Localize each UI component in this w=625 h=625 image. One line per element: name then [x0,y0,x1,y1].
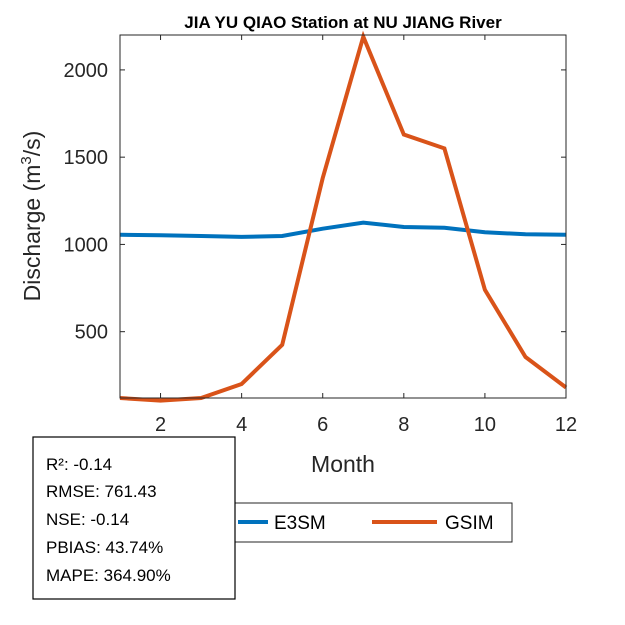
x-tick-label-2: 2 [155,414,166,436]
legend: E3SM GSIM [231,502,513,543]
y-axis-tick-labels: 500 1000 1500 2000 [64,60,109,344]
legend-label-e3sm: E3SM [274,513,326,534]
metrics-annotation-box: R²: -0.14 RMSE: 761.43 NSE: -0.14 PBIAS:… [32,436,236,600]
chart-title: JIA YU QIAO Station at NU JIANG River [184,13,502,32]
y-axis-label-superscript: 3 [18,156,35,164]
y-tick-label-500: 500 [75,322,108,344]
metric-nse: NSE: -0.14 [46,510,129,529]
metric-pbias: PBIAS: 43.74% [46,538,163,557]
y-tick-label-2000: 2000 [64,60,109,82]
plot-frame [119,34,567,399]
legend-label-gsim: GSIM [445,513,494,534]
metric-mape: MAPE: 364.90% [46,566,171,585]
x-axis-tick-labels: 2 4 6 8 10 12 [155,414,577,436]
y-tick-label-1500: 1500 [64,147,109,169]
x-tick-label-10: 10 [474,414,496,436]
x-tick-label-4: 4 [236,414,247,436]
metric-r2: R²: -0.14 [46,455,112,474]
y-axis-label-main: Discharge (m [19,165,45,302]
x-axis-label: Month [311,451,375,477]
plot-area [119,30,568,403]
y-axis-label-tail: /s) [19,131,45,157]
x-tick-label-6: 6 [317,414,328,436]
y-axis-label: Discharge (m3/s) [18,131,45,302]
series-line-e3sm [119,220,567,239]
metrics-box-frame [32,436,236,600]
metric-rmse: RMSE: 761.43 [46,482,157,501]
x-tick-label-12: 12 [555,414,577,436]
plot-background [120,35,566,398]
y-tick-label-1000: 1000 [64,234,109,256]
x-tick-label-8: 8 [398,414,409,436]
